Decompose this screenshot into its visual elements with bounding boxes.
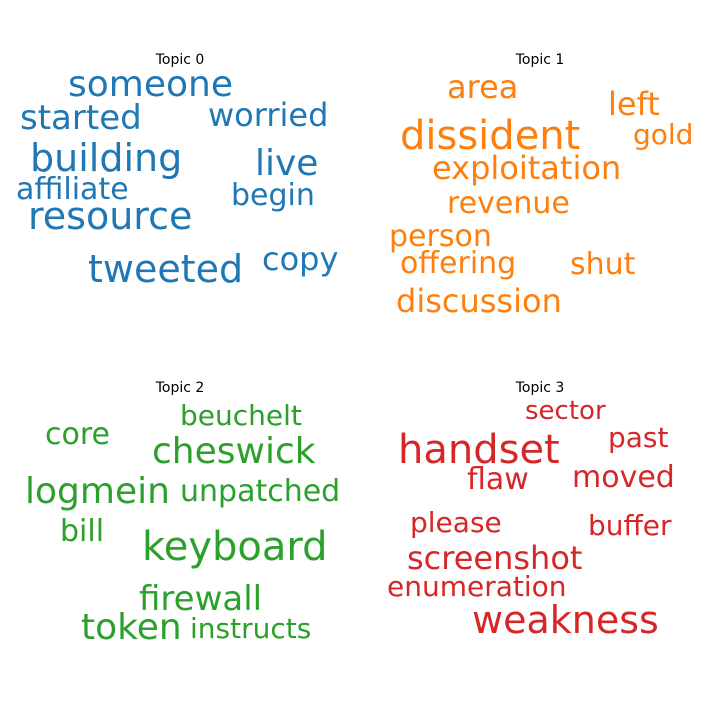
- topic-0-word: worried: [208, 96, 329, 134]
- topic-2-word: unpatched: [180, 474, 341, 509]
- topic-2-word: instructs: [190, 612, 312, 645]
- topic-1-word: exploitation: [432, 149, 622, 187]
- topic-3-word: screenshot: [407, 539, 583, 577]
- topic-0-panel: Topic 0 someone started worried building…: [0, 0, 360, 360]
- topic-3-word: enumeration: [387, 570, 567, 603]
- topic-3-word: weakness: [472, 598, 659, 642]
- topic-2-word: beuchelt: [180, 399, 302, 432]
- topic-3-word: please: [410, 506, 502, 539]
- topic-3-word: flaw: [467, 462, 529, 497]
- topic-2-word: logmein: [25, 471, 170, 512]
- topic-0-word: copy: [262, 240, 339, 278]
- topic-1-word: left: [608, 85, 660, 123]
- topic-1-word: offering: [400, 246, 517, 281]
- topic-1-word: revenue: [447, 186, 570, 221]
- topic-3-word: buffer: [588, 509, 672, 542]
- topic-2-word: cheswick: [152, 431, 316, 472]
- topic-0-word: live: [255, 143, 319, 184]
- topic-3-word: past: [608, 421, 669, 454]
- topic-0-word: started: [20, 98, 142, 138]
- topic-1-panel: Topic 1 area left dissident gold exploit…: [360, 0, 720, 360]
- topic-1-word: person: [389, 219, 492, 254]
- topic-3-word: sector: [525, 396, 606, 426]
- topic-0-word: affiliate: [16, 172, 129, 207]
- topic-0-word: someone: [68, 64, 233, 105]
- topic-0-word: resource: [28, 194, 193, 238]
- topic-3-word: moved: [572, 460, 675, 495]
- topic-2-word: bill: [60, 514, 105, 549]
- topic-2-word: token: [81, 607, 182, 648]
- topic-3-panel: Topic 3 sector past handset flaw moved p…: [360, 360, 720, 720]
- topic-1-word: area: [447, 68, 519, 106]
- topic-0-word: begin: [231, 178, 315, 213]
- topic-2-word: firewall: [139, 579, 263, 619]
- topic-2-word: core: [45, 417, 110, 452]
- topic-2-word: keyboard: [142, 524, 328, 570]
- topic-1-word: dissident: [400, 113, 581, 159]
- topic-1-word: discussion: [396, 282, 562, 320]
- topic-0-word: building: [30, 136, 183, 180]
- topic-2-panel: Topic 2 beuchelt core cheswick logmein u…: [0, 360, 360, 720]
- topic-2-title: Topic 2: [155, 380, 205, 396]
- topic-1-title: Topic 1: [515, 52, 565, 68]
- topic-3-title: Topic 3: [515, 380, 565, 396]
- topic-0-word: tweeted: [88, 247, 244, 291]
- topic-1-word: gold: [633, 118, 694, 151]
- topic-3-word: handset: [398, 427, 560, 473]
- topic-1-word: shut: [570, 247, 636, 282]
- topic-0-title: Topic 0: [155, 52, 205, 68]
